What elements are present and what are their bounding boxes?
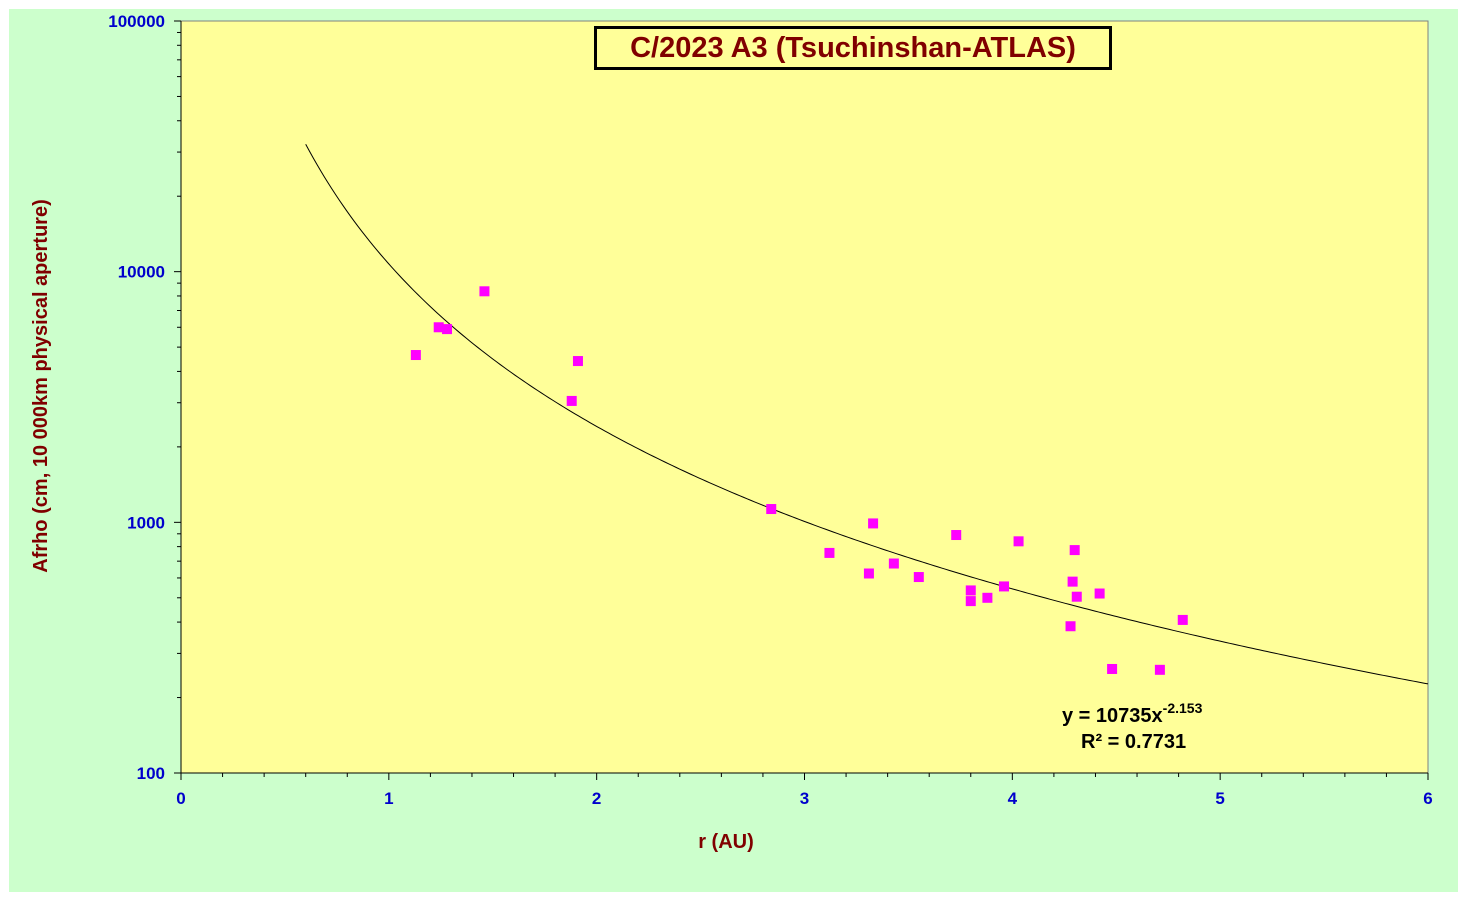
data-point [888, 558, 899, 569]
x-tick-label: 0 [176, 789, 185, 808]
data-point [999, 581, 1010, 592]
x-tick-label: 5 [1215, 789, 1224, 808]
x-tick-label: 3 [800, 789, 809, 808]
markers-group [410, 286, 1188, 675]
data-point [1154, 664, 1165, 675]
data-point [965, 596, 976, 607]
x-tick-label: 4 [1008, 789, 1018, 808]
data-point [1067, 576, 1078, 587]
data-point [572, 356, 583, 367]
y-tick-label: 100 [137, 764, 165, 783]
equation-label: y = 10735x-2.153 R² = 0.7731 [1062, 700, 1203, 753]
r-squared-label: R² = 0.7731 [1081, 731, 1186, 753]
x-tick-label: 2 [592, 789, 601, 808]
data-point [982, 592, 993, 603]
chart-title: C/2023 A3 (Tsuchinshan-ATLAS) [594, 26, 1112, 70]
data-point [1069, 545, 1080, 556]
data-point [442, 324, 453, 335]
data-point [433, 322, 444, 333]
data-point [863, 568, 874, 579]
data-point [410, 350, 421, 361]
data-point [913, 572, 924, 583]
y-tick-label: 100000 [108, 12, 165, 31]
power-trendline [305, 143, 1429, 685]
data-point [1094, 588, 1105, 599]
equation-main: y = 10735x [1062, 705, 1163, 727]
y-axis-title: Afrho (cm, 10 000km physical aperture) [30, 199, 52, 572]
trendline-group [305, 143, 1429, 685]
data-point [965, 585, 976, 596]
plot-area [180, 20, 1429, 774]
y-tick-label: 10000 [118, 263, 165, 282]
tick-labels-group: 0 1 2 3 4 5 6 100 1000 10000 100000 [108, 12, 1432, 808]
data-point [824, 547, 835, 558]
data-point [868, 518, 879, 529]
x-tick-label: 1 [384, 789, 393, 808]
data-point [951, 530, 962, 541]
data-point [1071, 591, 1082, 602]
y-tick-label: 1000 [127, 513, 165, 532]
data-point [479, 286, 490, 297]
x-tick-label: 6 [1423, 789, 1432, 808]
data-point [1107, 663, 1118, 674]
svg-text:y = 10735x-2.153: y = 10735x-2.153 [1062, 700, 1203, 727]
data-point [1013, 536, 1024, 547]
equation-exponent: -2.153 [1163, 700, 1203, 716]
data-point [766, 504, 777, 515]
axes [174, 20, 1429, 780]
data-point [1177, 614, 1188, 625]
data-point [566, 395, 577, 406]
data-point [1065, 621, 1076, 632]
x-axis-title: r (AU) [698, 831, 754, 853]
